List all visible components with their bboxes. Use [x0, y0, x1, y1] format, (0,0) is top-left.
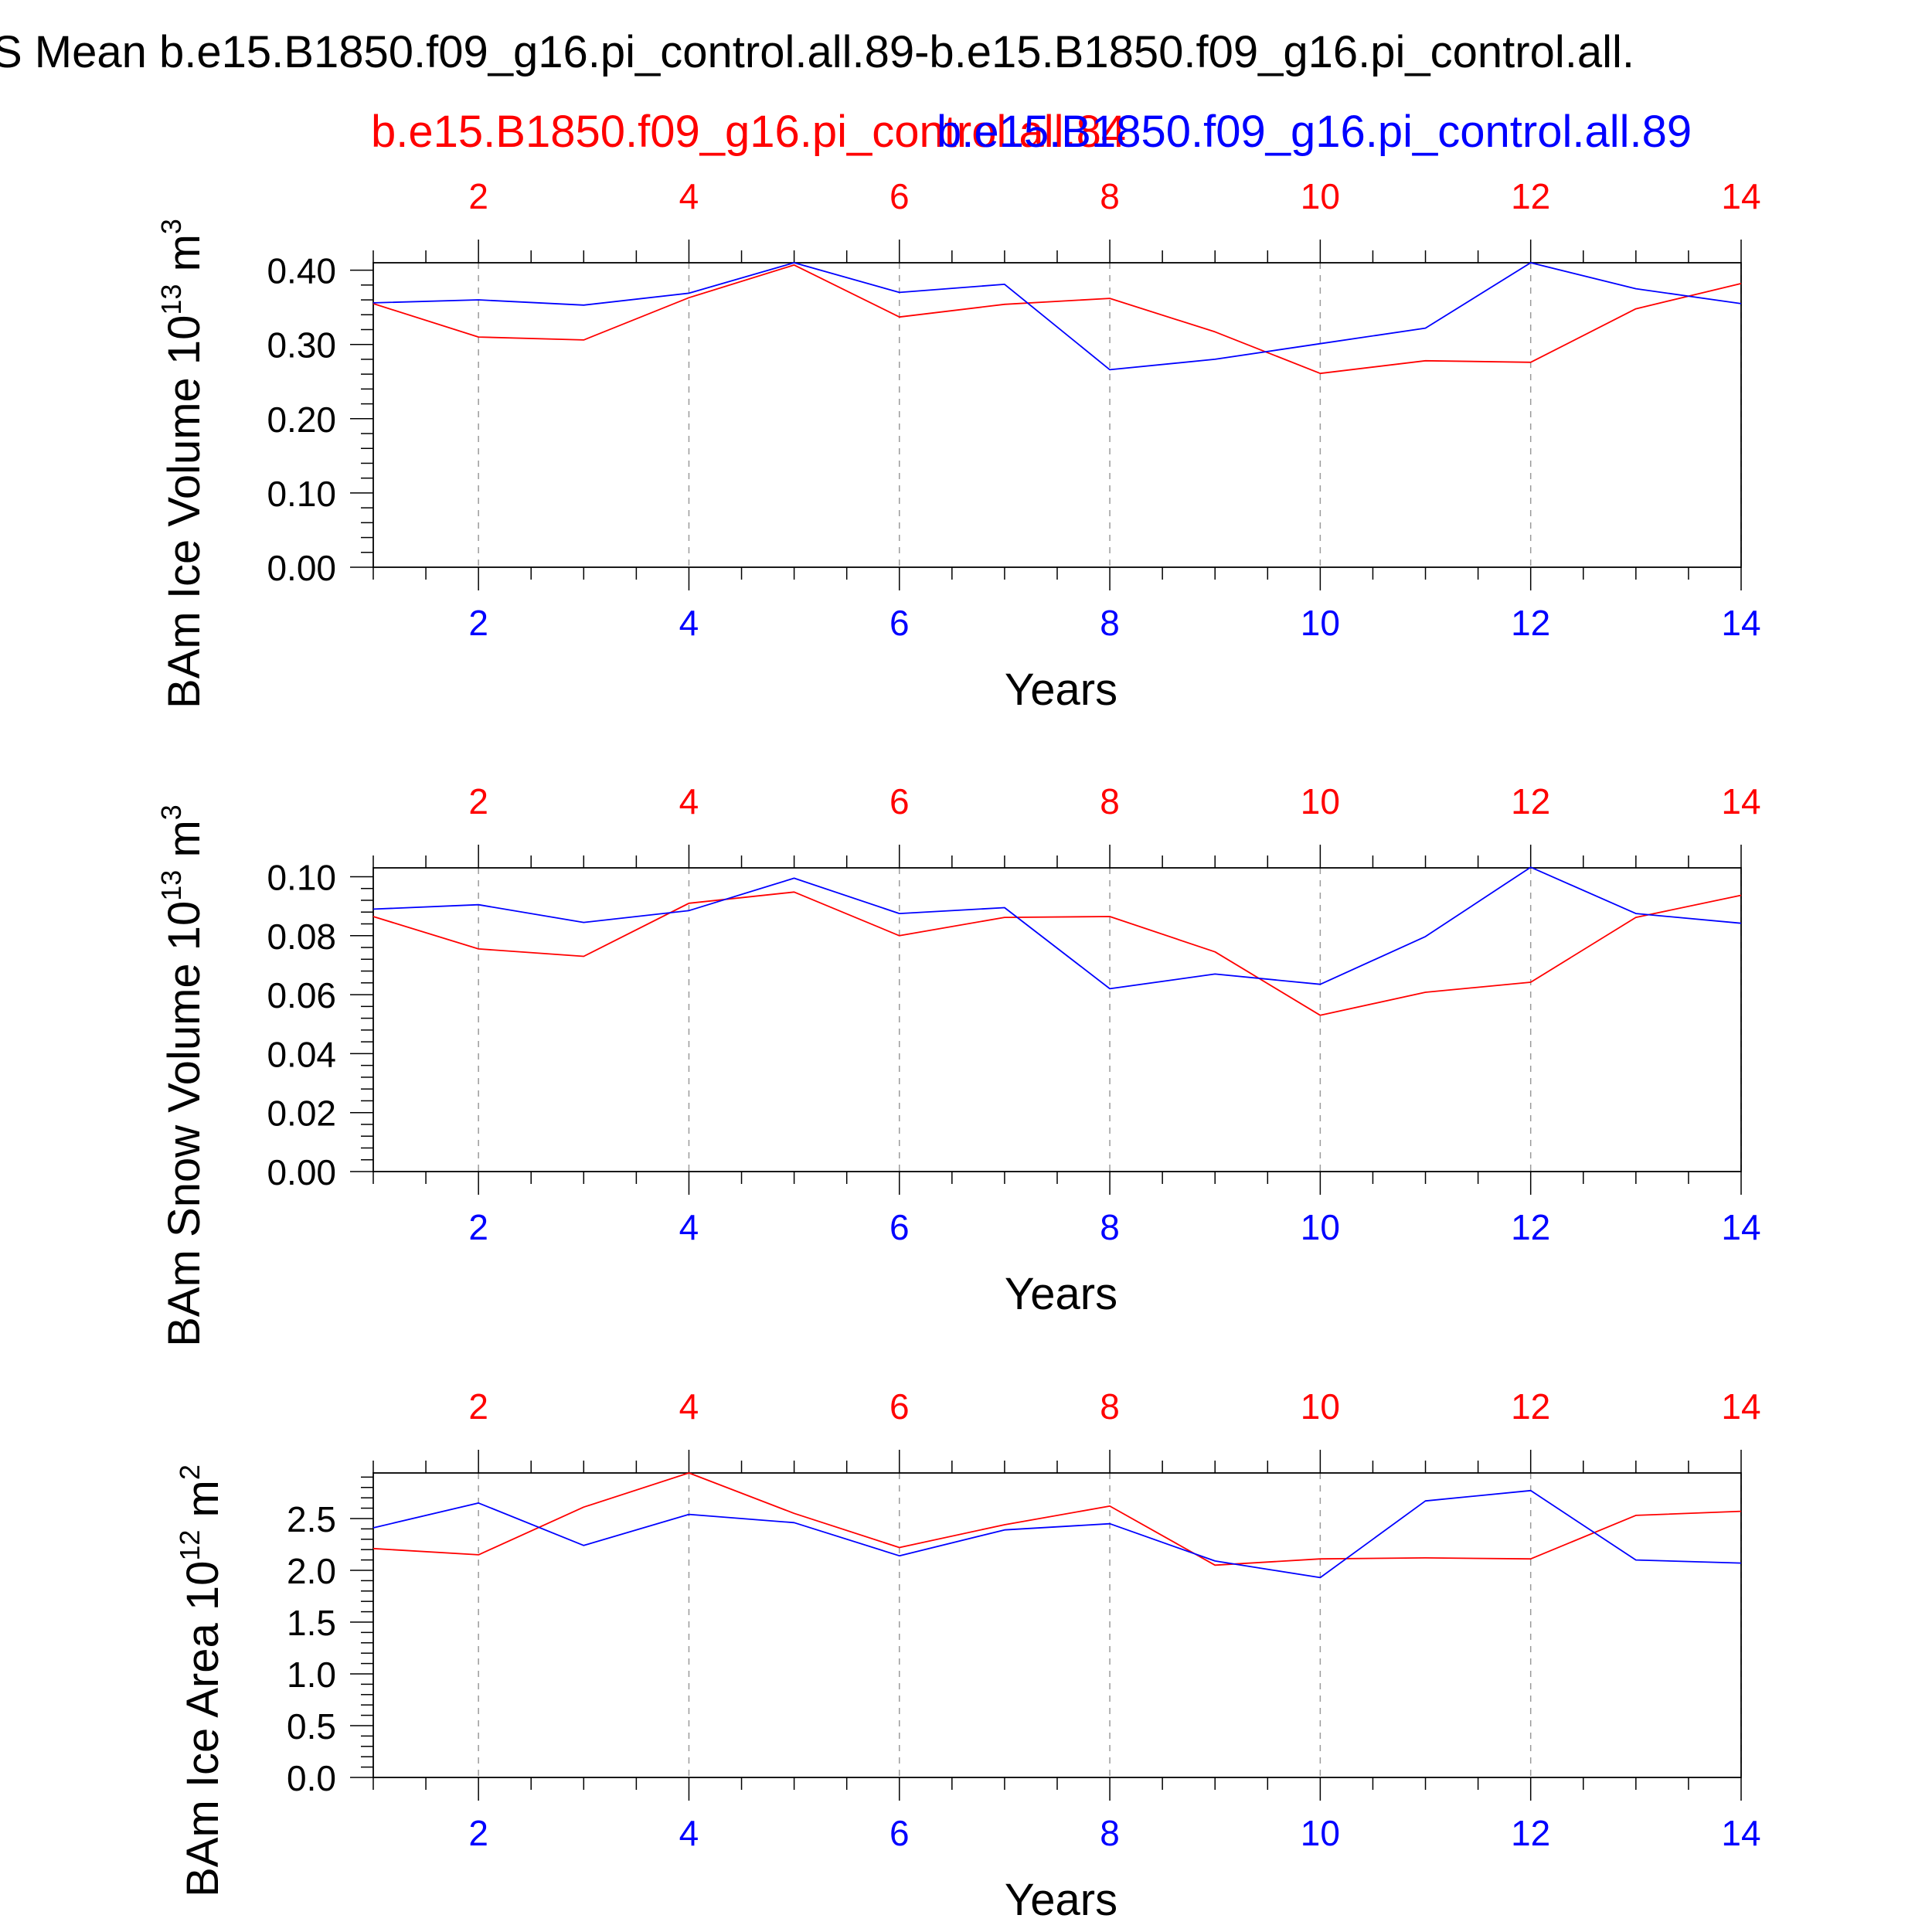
x-tick-label-top-6: 6	[889, 781, 910, 821]
x-tick-label-bottom-10: 10	[1301, 1813, 1340, 1853]
x-tick-label-top-14: 14	[1721, 1386, 1760, 1427]
x-tick-label-bottom-6: 6	[889, 1813, 910, 1853]
x-tick-label-bottom-4: 4	[679, 603, 699, 643]
y-tick-label-0.08: 0.08	[267, 917, 336, 957]
legend-blue-series: b.e15.B1850.f09_g16.pi_control.all.89	[937, 107, 1692, 157]
x-tick-label-top-8: 8	[1100, 176, 1120, 216]
x-tick-label-bottom-8: 8	[1100, 603, 1120, 643]
series-line-blue	[372, 262, 1742, 371]
x-tick-label-bottom-12: 12	[1511, 603, 1550, 643]
x-tick-label-top-6: 6	[889, 1386, 910, 1427]
x-tick-label-bottom-8: 8	[1100, 1813, 1120, 1853]
x-tick-label-top-2: 2	[468, 1386, 488, 1427]
series-line-red	[372, 1472, 1742, 1566]
series-line-blue	[372, 866, 1742, 990]
x-tick-label-bottom-12: 12	[1511, 1207, 1550, 1247]
y-axis-title: BAm Snow Volume 1013 m3	[155, 804, 209, 1347]
legend-red-series: b.e15.B1850.f09_g16.pi_control.all.84	[371, 107, 1126, 157]
x-tick-label-bottom-12: 12	[1511, 1813, 1550, 1853]
x-tick-label-bottom-14: 14	[1721, 1813, 1760, 1853]
y-tick-label-1.0: 1.0	[287, 1655, 336, 1695]
y-tick-label-0.00: 0.00	[267, 548, 336, 588]
x-tick-label-top-12: 12	[1511, 176, 1550, 216]
x-tick-label-bottom-14: 14	[1721, 603, 1760, 643]
y-tick-label-0.10: 0.10	[267, 474, 336, 514]
series-line-blue	[372, 1489, 1742, 1579]
y-axis-title: BAm Ice Area 1012 m2	[174, 1464, 228, 1897]
x-tick-label-bottom-4: 4	[679, 1207, 699, 1247]
x-tick-label-bottom-2: 2	[468, 603, 488, 643]
x-tick-label-bottom-6: 6	[889, 1207, 910, 1247]
y-tick-label-0.20: 0.20	[267, 400, 336, 440]
y-tick-label-0.04: 0.04	[267, 1034, 336, 1074]
y-tick-label-2.0: 2.0	[287, 1551, 336, 1591]
x-tick-label-top-12: 12	[1511, 1386, 1550, 1427]
y-tick-label-0.06: 0.06	[267, 975, 336, 1015]
y-tick-label-1.5: 1.5	[287, 1603, 336, 1643]
x-axis-title: Years	[1005, 665, 1117, 715]
x-tick-label-top-8: 8	[1100, 781, 1120, 821]
x-tick-label-bottom-2: 2	[468, 1207, 488, 1247]
x-axis-title: Years	[1005, 1875, 1117, 1925]
x-axis-title: Years	[1005, 1269, 1117, 1319]
x-tick-label-top-10: 10	[1301, 1386, 1340, 1427]
x-tick-label-top-10: 10	[1301, 176, 1340, 216]
x-tick-label-top-14: 14	[1721, 176, 1760, 216]
series-line-red	[372, 264, 1742, 375]
x-tick-label-top-4: 4	[679, 176, 699, 216]
x-tick-label-bottom-2: 2	[468, 1813, 488, 1853]
x-tick-label-top-12: 12	[1511, 781, 1550, 821]
x-tick-label-top-6: 6	[889, 176, 910, 216]
y-tick-label-0.02: 0.02	[267, 1094, 336, 1134]
x-tick-label-top-10: 10	[1301, 781, 1340, 821]
y-tick-label-0.40: 0.40	[267, 251, 336, 291]
x-tick-label-top-2: 2	[468, 176, 488, 216]
series-line-red	[372, 891, 1742, 1016]
x-tick-label-bottom-6: 6	[889, 603, 910, 643]
x-tick-label-bottom-10: 10	[1301, 603, 1340, 643]
y-tick-label-0.0: 0.0	[287, 1758, 336, 1798]
y-tick-label-0.5: 0.5	[287, 1706, 336, 1747]
chart-panel-2: 0.00 0.02 0.04 0.06 0.08 0.10 2 2 4 4 6 6 8 8 10 10 12 12…	[155, 781, 1761, 1347]
y-tick-label-0.00: 0.00	[267, 1152, 336, 1192]
x-tick-label-top-2: 2	[468, 781, 488, 821]
chart-panel-3: 0.0 0.5 1.0 1.5 2.0 2.5 2 2 4 4 6 6 8 8 10 10 12 12 14 14 Ye…	[174, 1386, 1761, 1925]
x-tick-label-bottom-14: 14	[1721, 1207, 1760, 1247]
x-tick-label-bottom-10: 10	[1301, 1207, 1340, 1247]
figure-title: S Mean b.e15.B1850.f09_g16.pi_control.al…	[0, 27, 1634, 77]
x-tick-label-bottom-8: 8	[1100, 1207, 1120, 1247]
x-tick-label-top-4: 4	[679, 781, 699, 821]
x-tick-label-bottom-4: 4	[679, 1813, 699, 1853]
y-tick-label-0.30: 0.30	[267, 325, 336, 366]
y-axis-title: BAm Ice Volume 1013 m3	[155, 219, 209, 709]
x-tick-label-top-8: 8	[1100, 1386, 1120, 1427]
x-tick-label-top-4: 4	[679, 1386, 699, 1427]
x-tick-label-top-14: 14	[1721, 781, 1760, 821]
y-tick-label-0.10: 0.10	[267, 857, 336, 897]
chart-panel-1: 0.00 0.10 0.20 0.30 0.40 2 2 4 4 6 6 8 8 10 10 12 12 14 14…	[155, 176, 1761, 715]
y-tick-label-2.5: 2.5	[287, 1499, 336, 1539]
